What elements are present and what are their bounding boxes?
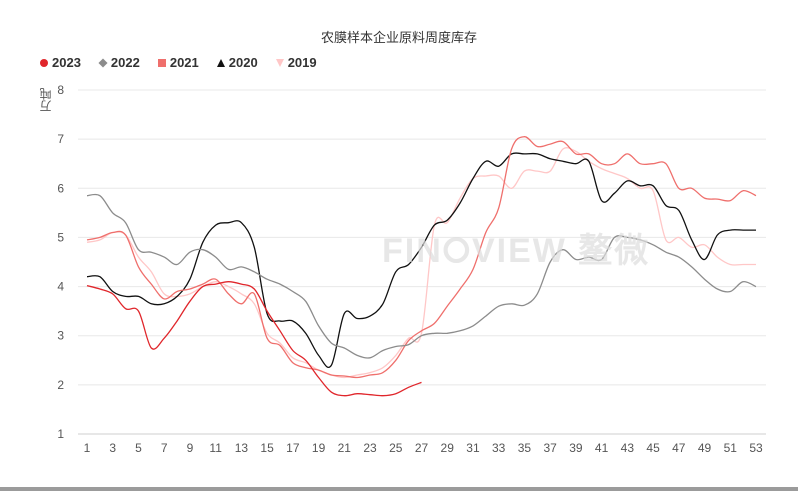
legend: 2023 2022 2021 2020 2019 bbox=[40, 55, 317, 70]
x-tick-label: 41 bbox=[595, 441, 609, 455]
series-line-2020[interactable] bbox=[86, 152, 756, 369]
y-tick-label: 7 bbox=[57, 132, 64, 146]
x-tick-label: 39 bbox=[569, 441, 583, 455]
x-tick-label: 1 bbox=[84, 441, 91, 455]
x-tick-label: 33 bbox=[492, 441, 506, 455]
x-tick-label: 51 bbox=[724, 441, 738, 455]
x-tick-label: 15 bbox=[260, 441, 274, 455]
watermark: FIN⭘VIEW 鳌微 bbox=[382, 232, 651, 270]
x-tick-label: 9 bbox=[187, 441, 194, 455]
x-tick-label: 37 bbox=[543, 441, 557, 455]
y-tick-label: 6 bbox=[57, 181, 64, 195]
bottom-scroll-bar bbox=[0, 487, 798, 491]
x-tick-label: 11 bbox=[209, 441, 222, 455]
x-tick-label: 31 bbox=[466, 441, 480, 455]
legend-item-2020[interactable]: 2020 bbox=[216, 55, 258, 70]
x-tick-label: 43 bbox=[621, 441, 635, 455]
legend-item-2021[interactable]: 2021 bbox=[157, 55, 199, 70]
x-tick-label: 35 bbox=[518, 441, 532, 455]
x-tick-label: 47 bbox=[672, 441, 686, 455]
x-tick-label: 53 bbox=[749, 441, 763, 455]
triangle-marker-icon bbox=[216, 58, 225, 67]
square-marker-icon bbox=[157, 58, 166, 67]
x-tick-labels: 1 3 5 7 9 11 13 15 17 19 21 23 25 27 29 31 33 35 37 39 41 43 4… bbox=[84, 441, 763, 455]
x-tick-label: 27 bbox=[415, 441, 429, 455]
x-tick-label: 5 bbox=[135, 441, 142, 455]
legend-item-2019[interactable]: 2019 bbox=[275, 55, 317, 70]
series-line-2023[interactable] bbox=[86, 281, 422, 397]
series-lines bbox=[86, 136, 757, 397]
x-tick-label: 13 bbox=[235, 441, 249, 455]
x-tick-label: 17 bbox=[286, 441, 300, 455]
legend-label: 2021 bbox=[169, 55, 199, 70]
x-tick-label: 19 bbox=[312, 441, 326, 455]
x-tick-label: 3 bbox=[109, 441, 116, 455]
x-tick-label: 49 bbox=[698, 441, 712, 455]
x-tick-label: 29 bbox=[441, 441, 455, 455]
legend-item-2022[interactable]: 2022 bbox=[98, 55, 140, 70]
legend-label: 2023 bbox=[52, 55, 81, 70]
y-tick-label: 5 bbox=[57, 230, 64, 244]
circle-marker-icon bbox=[40, 58, 48, 67]
legend-label: 2020 bbox=[228, 55, 258, 70]
x-tick-label: 7 bbox=[161, 441, 168, 455]
x-tick-label: 23 bbox=[363, 441, 377, 455]
triangle-down-marker-icon bbox=[275, 58, 284, 67]
y-tick-label: 1 bbox=[57, 427, 64, 441]
series-line-2022[interactable] bbox=[86, 193, 757, 359]
y-tick-label: 2 bbox=[57, 378, 64, 392]
y-tick-label: 3 bbox=[57, 329, 64, 343]
y-tick-label: 8 bbox=[57, 83, 64, 97]
y-tick-label: 4 bbox=[57, 280, 64, 294]
legend-label: 2022 bbox=[110, 55, 140, 70]
chart-title: 农膜样本企业原料周度库存 bbox=[320, 30, 477, 45]
series-line-2021[interactable] bbox=[86, 136, 757, 379]
x-tick-label: 21 bbox=[338, 441, 352, 455]
legend-label: 2019 bbox=[287, 55, 317, 70]
legend-item-2023[interactable]: 2023 bbox=[40, 55, 81, 70]
x-tick-label: 45 bbox=[646, 441, 660, 455]
y-tick-labels: 1 2 3 4 5 6 7 8 bbox=[57, 83, 64, 441]
x-tick-label: 25 bbox=[389, 441, 403, 455]
